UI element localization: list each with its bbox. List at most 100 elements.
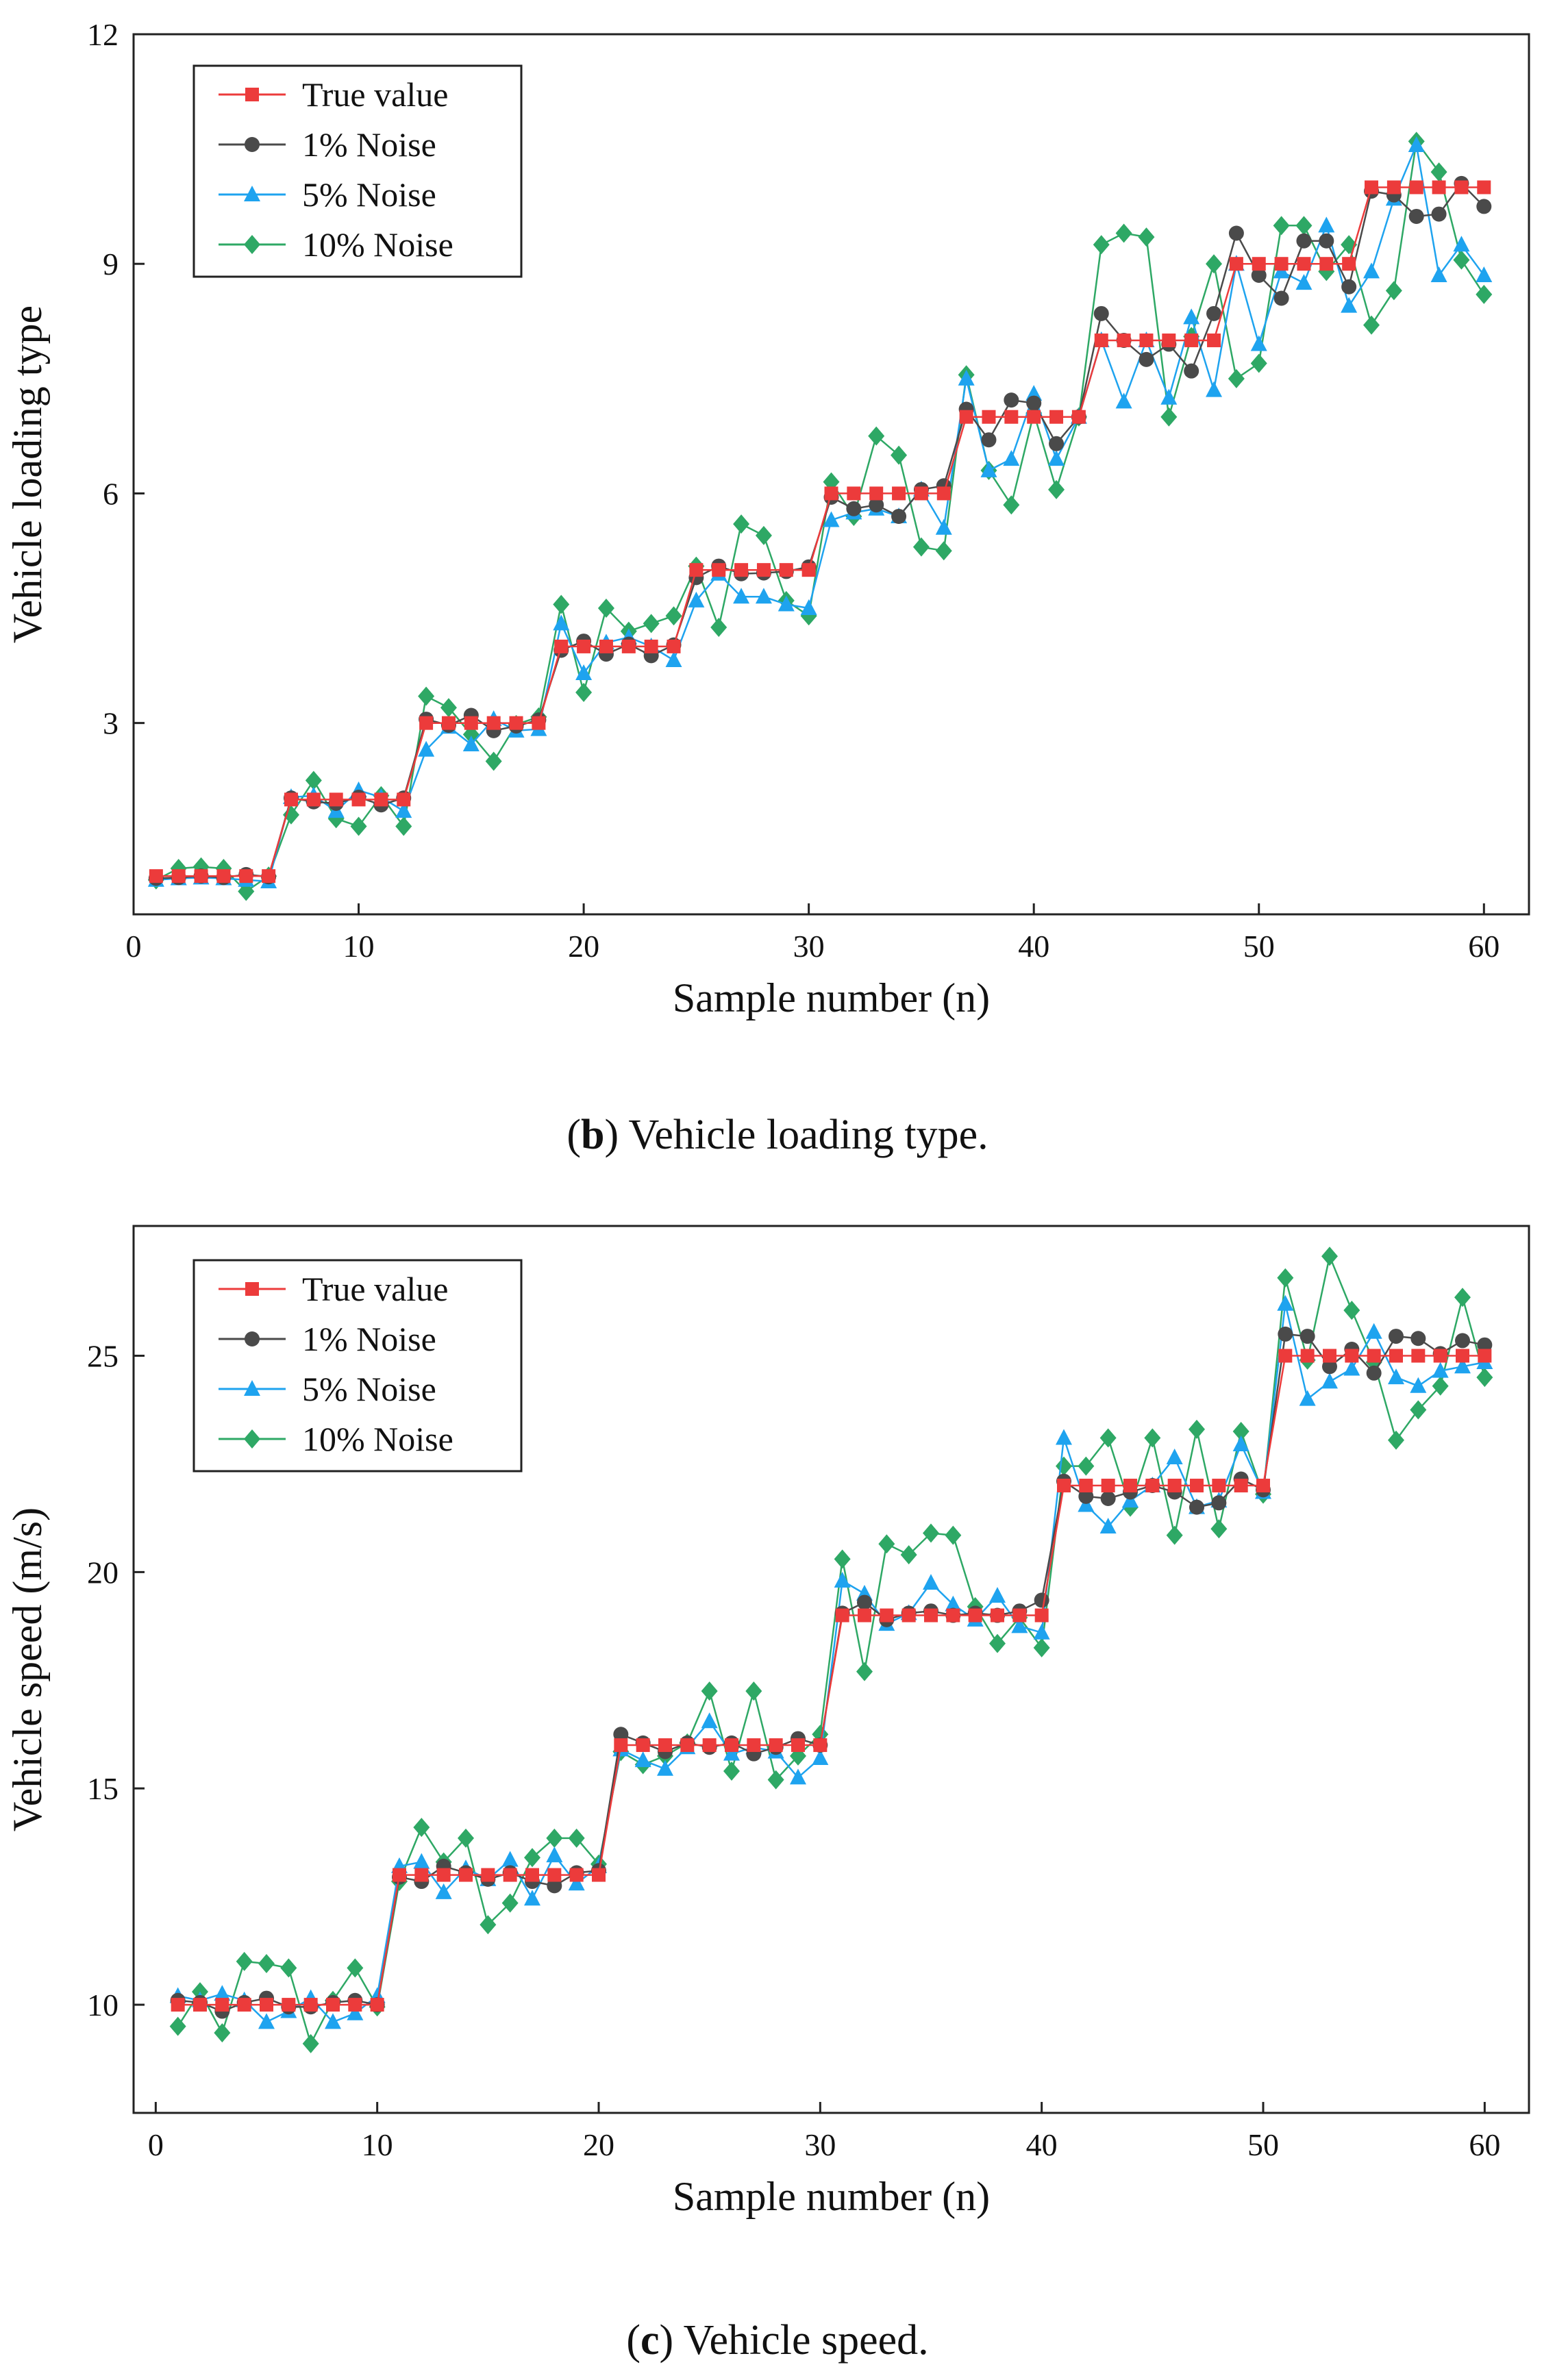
legend-label: 10% Noise (302, 225, 453, 264)
data-point (149, 869, 163, 884)
data-point (1049, 436, 1065, 451)
data-point (1167, 1479, 1182, 1493)
data-point (1251, 267, 1267, 283)
legend-label: True value (302, 1270, 448, 1308)
data-point (1277, 1294, 1294, 1311)
data-point (723, 1744, 740, 1761)
data-point (239, 869, 253, 884)
data-point (413, 1853, 430, 1869)
data-point (1476, 266, 1493, 282)
data-point (1093, 305, 1109, 321)
data-point (569, 1868, 584, 1882)
data-point (1408, 208, 1424, 224)
x-tick-label: 60 (1469, 2127, 1500, 2162)
data-point (1056, 1456, 1072, 1476)
y-axis-label: Vehicle loading type (5, 305, 50, 643)
data-point (597, 599, 614, 618)
data-point (1343, 1301, 1360, 1320)
y-tick-label: 3 (103, 706, 119, 741)
caption-c-letter: c (640, 2317, 660, 2364)
legend-marker (245, 88, 259, 101)
data-point (1432, 1362, 1449, 1378)
data-point (397, 792, 411, 807)
data-point (1321, 1373, 1338, 1389)
data-point (914, 486, 928, 501)
data-point (325, 2013, 341, 2029)
data-point (1477, 180, 1491, 195)
data-point (614, 1738, 628, 1753)
data-point (395, 802, 412, 818)
x-tick-label: 40 (1026, 2127, 1058, 2162)
data-point (575, 682, 593, 702)
data-point (968, 1608, 982, 1623)
data-point (193, 1998, 207, 2012)
data-point (554, 639, 569, 653)
legend: True value 1% Noise 5% Noise 10% Noise (192, 64, 523, 278)
data-point (216, 869, 231, 884)
data-point (745, 1681, 762, 1701)
data-point (1210, 1519, 1228, 1539)
data-point (790, 1768, 806, 1785)
data-point (1432, 180, 1446, 195)
data-point (769, 1738, 783, 1753)
data-point (834, 1572, 851, 1588)
data-point (1093, 235, 1110, 255)
data-point (501, 1851, 519, 1867)
data-point (791, 1738, 805, 1753)
data-point (194, 869, 208, 884)
data-point (989, 1587, 1006, 1603)
data-point (459, 1868, 473, 1882)
data-point (1139, 333, 1154, 347)
data-point (414, 1868, 429, 1882)
data-point (725, 1738, 738, 1753)
data-point (1342, 257, 1356, 271)
data-point (936, 486, 951, 501)
data-point (1430, 162, 1447, 182)
data-point (258, 2013, 275, 2029)
data-point (547, 1878, 562, 1894)
data-point (613, 1727, 629, 1742)
data-point (923, 1523, 939, 1543)
legend-marker (244, 1429, 260, 1449)
data-point (284, 792, 298, 807)
data-point (1343, 1360, 1360, 1376)
legend-label: 5% Noise (302, 1370, 436, 1408)
data-point (891, 445, 908, 465)
data-point (329, 792, 343, 807)
data-point (553, 614, 570, 631)
data-point (169, 2016, 186, 2036)
data-point (1003, 495, 1020, 515)
data-point (1206, 254, 1223, 274)
data-point (1184, 333, 1199, 347)
data-point (658, 1738, 672, 1753)
data-point (1454, 180, 1469, 195)
data-point (1367, 1349, 1381, 1363)
data-point (236, 1951, 253, 1971)
data-point (900, 1545, 917, 1565)
data-point (733, 588, 750, 604)
data-point (1234, 1479, 1248, 1493)
data-point (1115, 223, 1132, 243)
data-point (1048, 479, 1065, 499)
legend-label: 1% Noise (302, 125, 436, 164)
data-point (1455, 1333, 1470, 1349)
data-point (657, 1759, 673, 1776)
data-point (306, 792, 321, 807)
data-point (712, 563, 726, 577)
data-point (419, 716, 434, 730)
data-point (1033, 1638, 1050, 1657)
data-point (1123, 1479, 1137, 1493)
legend-marker (245, 1282, 259, 1296)
data-point (1162, 333, 1176, 347)
caption-b-letter: b (581, 1112, 605, 1158)
data-point (464, 716, 478, 730)
legend-marker (244, 235, 260, 254)
data-point (1365, 180, 1379, 195)
data-point (1299, 1329, 1315, 1344)
data-point (634, 1751, 651, 1768)
data-point (1101, 1479, 1115, 1493)
data-point (1012, 1608, 1027, 1623)
data-point (813, 1738, 828, 1753)
data-point (1212, 1479, 1226, 1493)
data-point (1388, 1368, 1404, 1385)
